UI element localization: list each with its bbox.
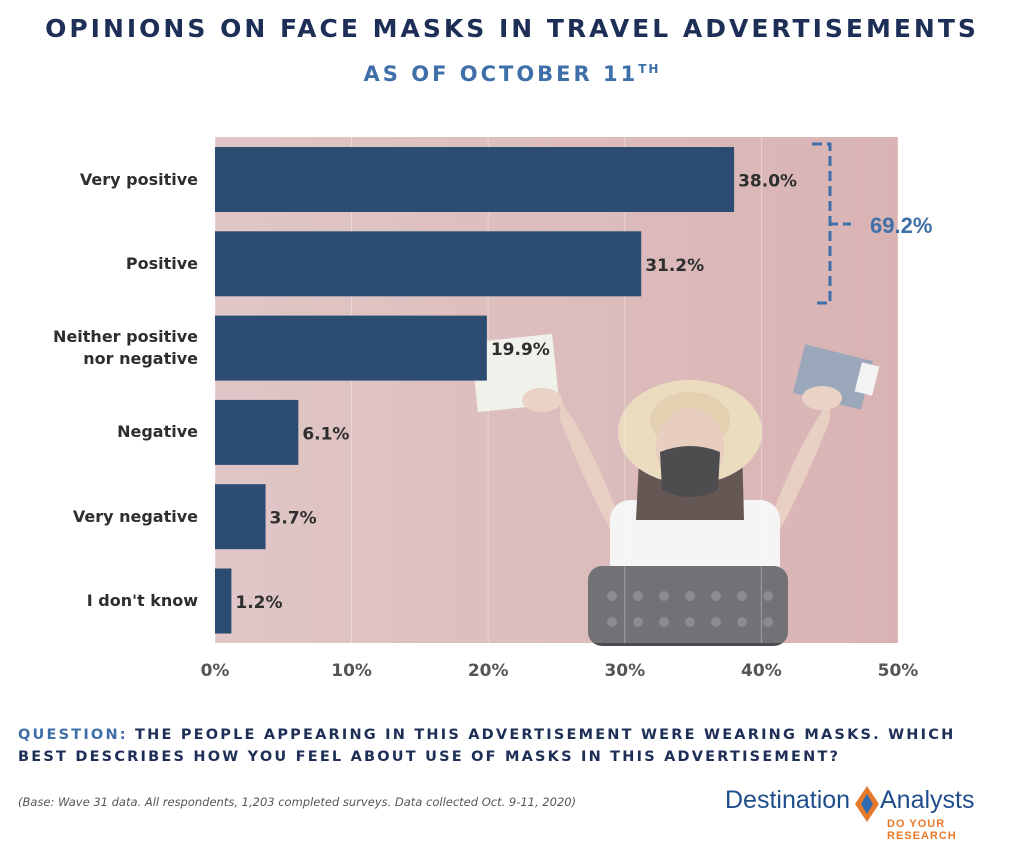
logo-word-destination: Destination: [725, 786, 851, 814]
category-label: Positive: [125, 253, 198, 273]
diamond-logo-icon: [855, 786, 879, 822]
destination-analysts-logo: Destination Analysts DO YOUR RESEARCH: [725, 782, 1015, 842]
bar-value-label: 6.1%: [302, 424, 349, 444]
bar-value-label: 1.2%: [235, 593, 282, 613]
category-label: Very positive: [79, 169, 198, 189]
survey-question: QUESTION: THE PEOPLE APPEARING IN THIS A…: [18, 724, 998, 768]
x-tick-label: 20%: [468, 661, 509, 681]
photo-wash: [215, 137, 898, 643]
subtitle-superscript: TH: [638, 62, 661, 76]
category-label: I don't know: [86, 591, 198, 610]
bar-chart: 38.0% 31.2% 19.9% 6.1% 3.7% 1.2% 0% 10% 20% 30% 4…: [201, 137, 932, 681]
bar-value-label: 19.9%: [491, 340, 550, 360]
subtitle-text: AS OF OCTOBER 11: [363, 62, 639, 86]
chart-title: OPINIONS ON FACE MASKS IN TRAVEL ADVERTI…: [45, 14, 979, 43]
chart-subtitle: AS OF OCTOBER 11TH: [0, 62, 1024, 86]
bar-value-label: 3.7%: [270, 509, 317, 529]
bar: [215, 315, 487, 381]
bar: [215, 399, 299, 465]
bar: [215, 484, 266, 550]
annotation-total: 69.2%: [870, 213, 932, 238]
category-label: Very negative: [72, 506, 198, 526]
x-tick-label: 40%: [741, 661, 782, 681]
base-note: (Base: Wave 31 data. All respondents, 1,…: [18, 795, 577, 809]
x-tick-label: 30%: [604, 661, 645, 681]
bar: [215, 231, 642, 297]
bar: [215, 568, 232, 634]
question-lead: QUESTION:: [18, 727, 128, 743]
bar-value-label: 31.2%: [645, 256, 704, 276]
logo-word-analysts: Analysts: [880, 786, 975, 814]
bar-value-label: 38.0%: [738, 172, 797, 192]
x-tick-label: 10%: [331, 661, 372, 681]
x-tick-label: 0%: [201, 661, 230, 681]
category-label: Negative: [117, 422, 198, 442]
question-text: THE PEOPLE APPEARING IN THIS ADVERTISEME…: [18, 727, 956, 765]
bracket-annotation: 69.2%: [812, 142, 932, 305]
x-tick-label: 50%: [878, 661, 919, 681]
category-label: Neither positive nor negative: [53, 327, 198, 369]
traveler-photo: [470, 333, 880, 646]
logo-tagline: DO YOUR RESEARCH: [887, 818, 957, 842]
bar: [215, 147, 735, 212]
